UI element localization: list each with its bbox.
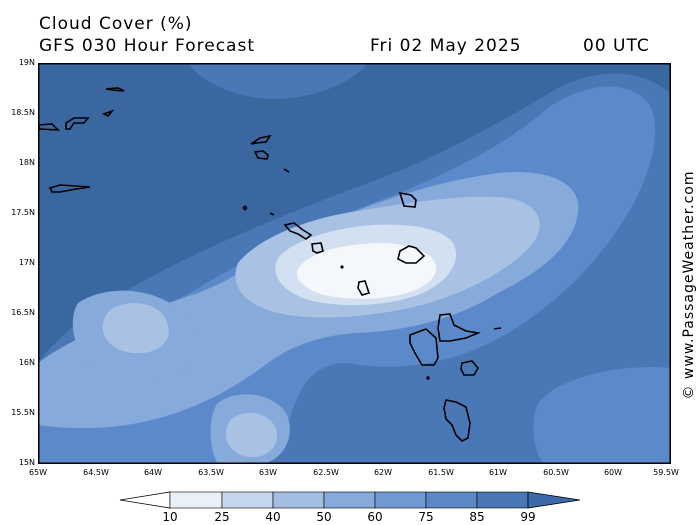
cloud-field-lighter — [225, 412, 278, 458]
legend-segment — [169, 491, 223, 509]
virgin-islands-outline — [65, 117, 90, 130]
lon-label: 64.5W — [83, 468, 109, 477]
cloud-cover-map — [38, 63, 671, 464]
islet-marker — [426, 376, 430, 380]
dominica-outline — [443, 399, 471, 442]
montserrat-outline — [357, 280, 371, 296]
virgin-islands-outline — [105, 87, 125, 92]
legend-segment — [272, 491, 325, 509]
lon-label: 64W — [143, 468, 163, 477]
lat-label: 16.5N — [11, 308, 35, 317]
island-outlines — [38, 87, 502, 442]
credit-watermark: © www.PassageWeather.com — [681, 170, 697, 400]
legend-segment — [221, 491, 274, 509]
nevis-outline — [311, 242, 324, 254]
marie-galante-outline — [460, 360, 479, 376]
legend-arrow-right — [527, 491, 581, 509]
map-frame — [38, 63, 671, 464]
legend-label: 60 — [367, 510, 383, 524]
cloud-field-lighter — [102, 303, 169, 354]
legend-label: 75 — [418, 510, 434, 524]
lon-label: 62.5W — [313, 468, 339, 477]
lat-label: 15N — [18, 458, 35, 467]
islet-marker — [242, 205, 248, 211]
st-kitts-outline — [283, 222, 313, 240]
lat-label: 15.5N — [11, 408, 35, 417]
islet-outline — [493, 327, 502, 330]
anguilla-outline — [250, 134, 272, 145]
lon-label: 59.5W — [653, 468, 679, 477]
lon-label: 62W — [373, 468, 393, 477]
saba-outline — [269, 212, 275, 216]
legend-segment — [425, 491, 478, 509]
lat-label: 16N — [18, 358, 35, 367]
cloud-field-white — [296, 243, 437, 299]
forecast-subtitle: GFS 030 Hour Forecast — [39, 36, 255, 56]
legend-label: 10 — [162, 510, 178, 524]
cloud-field-mid — [533, 367, 671, 464]
lat-label: 19N — [18, 58, 35, 67]
antigua-outline — [397, 245, 426, 264]
st-croix-outline — [48, 184, 91, 193]
lon-label: 61W — [488, 468, 508, 477]
map-title: Cloud Cover (%) — [39, 14, 193, 34]
guadeloupe-outline — [409, 328, 439, 366]
legend-label: 85 — [469, 510, 485, 524]
cloud-field-dark — [188, 63, 368, 99]
legend-segment — [374, 491, 427, 509]
lon-label: 60W — [603, 468, 623, 477]
st-martin-outline — [253, 150, 269, 160]
islet-markers — [242, 205, 430, 380]
islet-marker — [340, 265, 344, 269]
lat-label: 18N — [18, 158, 35, 167]
legend-arrow-left — [119, 491, 171, 509]
guadeloupe-outline — [437, 313, 481, 342]
legend-segment — [323, 491, 376, 509]
lon-label: 61.5W — [428, 468, 454, 477]
lat-label: 17.5N — [11, 208, 35, 217]
legend-label: 50 — [316, 510, 332, 524]
legend-label: 99 — [520, 510, 536, 524]
forecast-time: 00 UTC — [583, 36, 650, 56]
legend-label: 40 — [265, 510, 281, 524]
lat-label: 17N — [18, 258, 35, 267]
lat-label: 18.5N — [11, 108, 35, 117]
colorbar-legend — [119, 491, 581, 509]
lon-label: 65W — [28, 468, 48, 477]
legend-label: 25 — [214, 510, 230, 524]
forecast-date: Fri 02 May 2025 — [370, 36, 522, 56]
lon-label: 63.5W — [198, 468, 224, 477]
virgin-islands-outline — [102, 109, 115, 118]
lon-label: 63W — [258, 468, 278, 477]
legend-segment — [476, 491, 529, 509]
lon-label: 60.5W — [543, 468, 569, 477]
barbuda-outline — [398, 191, 417, 208]
st-barthelemy-outline — [283, 168, 290, 173]
